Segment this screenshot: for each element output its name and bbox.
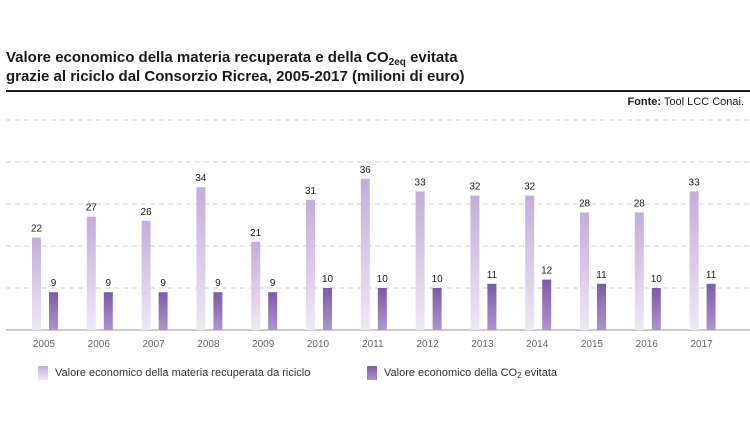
- data-label-co2: 9: [270, 278, 276, 289]
- bar-co2: [323, 288, 332, 330]
- bar-recovered-material: [141, 220, 151, 330]
- bar-recovered-material: [306, 199, 315, 330]
- data-labels: 22 9 27 9 26 9 34 9 21 9 31 10 36 10 33 10 32 11 32 12 28 11 2…: [31, 165, 717, 289]
- bar-recovered-material: [86, 216, 96, 330]
- data-label-co2: 11: [487, 270, 498, 281]
- bar-recovered-material: [251, 241, 261, 330]
- x-tick-label: 2011: [362, 339, 384, 350]
- bar-recovered-material: [415, 191, 425, 330]
- legend: Valore economico della materia recuperat…: [0, 366, 750, 386]
- x-tick-label: 2009: [252, 339, 275, 350]
- bars: [32, 178, 716, 330]
- bar-co2: [103, 292, 113, 330]
- legend-swatch-light: [38, 366, 48, 380]
- bar-co2: [377, 288, 387, 330]
- data-label-recovered-material: 21: [250, 228, 262, 239]
- x-tick-label: 2015: [581, 339, 604, 350]
- data-label-recovered-material: 27: [86, 203, 98, 214]
- x-tick-label: 2005: [33, 339, 56, 350]
- source-note: Fonte: Tool LCC Conai.: [627, 96, 744, 108]
- data-label-recovered-material: 32: [469, 182, 481, 193]
- data-label-recovered-material: 32: [524, 182, 536, 193]
- bar-recovered-material: [360, 178, 370, 330]
- legend-swatch-dark: [367, 366, 377, 380]
- x-tick-label: 2014: [526, 339, 549, 350]
- data-label-co2: 10: [322, 274, 334, 285]
- data-label-recovered-material: 31: [305, 186, 317, 197]
- bar-recovered-material: [634, 212, 644, 330]
- bar-recovered-material: [525, 195, 535, 330]
- data-label-co2: 9: [106, 278, 112, 289]
- data-label-co2: 9: [51, 278, 57, 289]
- title-line-1-end: evitata: [405, 49, 458, 66]
- title-line-2: grazie al riciclo dal Consorzio Ricrea, …: [6, 68, 465, 85]
- chart-title: Valore economico della materia recuperat…: [6, 48, 464, 86]
- legend-item-co2: Valore economico della CO2 evitata: [367, 366, 557, 380]
- data-label-co2: 9: [160, 278, 166, 289]
- data-label-recovered-material: 34: [195, 173, 207, 184]
- bar-co2: [432, 288, 442, 330]
- data-label-recovered-material: 33: [689, 177, 701, 188]
- bar-recovered-material: [689, 191, 699, 330]
- title-rule: [6, 90, 750, 92]
- legend-co2-text: Valore economico della CO: [384, 367, 518, 379]
- x-tick-label: 2010: [307, 339, 330, 350]
- x-tick-label: 2006: [88, 339, 111, 350]
- data-label-co2: 10: [377, 274, 389, 285]
- x-tick-label: 2017: [690, 339, 713, 350]
- bar-co2: [158, 292, 168, 330]
- bar-co2: [706, 283, 716, 330]
- data-label-recovered-material: 22: [31, 224, 43, 235]
- data-label-co2: 11: [706, 270, 717, 281]
- legend-label-co2: Valore economico della CO2 evitata: [384, 367, 558, 380]
- data-label-co2: 10: [432, 274, 444, 285]
- data-label-co2: 11: [596, 270, 607, 281]
- bar-co2: [651, 288, 661, 330]
- x-tick-labels: 2005 2006 2007 2008 2009 2010 2011 2012 2013 2014…: [33, 339, 713, 350]
- data-label-recovered-material: 28: [579, 198, 591, 209]
- bar-recovered-material: [32, 237, 41, 330]
- legend-co2-end: evitata: [521, 367, 558, 379]
- data-label-co2: 9: [215, 278, 221, 289]
- bar-co2: [487, 283, 497, 330]
- data-label-co2: 10: [651, 274, 663, 285]
- data-label-co2: 12: [541, 266, 553, 277]
- bar-co2: [597, 283, 606, 330]
- bar-co2: [49, 292, 58, 330]
- bar-recovered-material: [196, 187, 206, 330]
- data-label-recovered-material: 36: [360, 165, 372, 176]
- x-tick-label: 2008: [197, 339, 220, 350]
- title-line-1-text: Valore economico della materia recuperat…: [6, 49, 389, 66]
- bar-co2: [542, 279, 552, 330]
- data-label-recovered-material: 28: [634, 198, 646, 209]
- data-label-recovered-material: 33: [415, 177, 427, 188]
- source-label: Fonte:: [627, 96, 662, 108]
- x-tick-label: 2016: [636, 339, 659, 350]
- x-tick-label: 2013: [471, 339, 494, 350]
- data-label-recovered-material: 26: [141, 207, 153, 218]
- legend-co2-subscript: 2: [517, 371, 522, 380]
- source-text: Tool LCC Conai.: [661, 96, 744, 108]
- title-line-1: Valore economico della materia recuperat…: [6, 48, 464, 68]
- title-subscript: 2eq: [388, 57, 406, 68]
- legend-label-recovered-material: Valore economico della materia recuperat…: [55, 367, 311, 379]
- x-tick-label: 2007: [142, 339, 165, 350]
- x-tick-label: 2012: [416, 339, 439, 350]
- bar-co2: [213, 292, 223, 330]
- bar-recovered-material: [470, 195, 480, 330]
- legend-item-recovered-material: Valore economico della materia recuperat…: [38, 366, 310, 380]
- bar-co2: [268, 292, 278, 330]
- bar-recovered-material: [580, 212, 589, 330]
